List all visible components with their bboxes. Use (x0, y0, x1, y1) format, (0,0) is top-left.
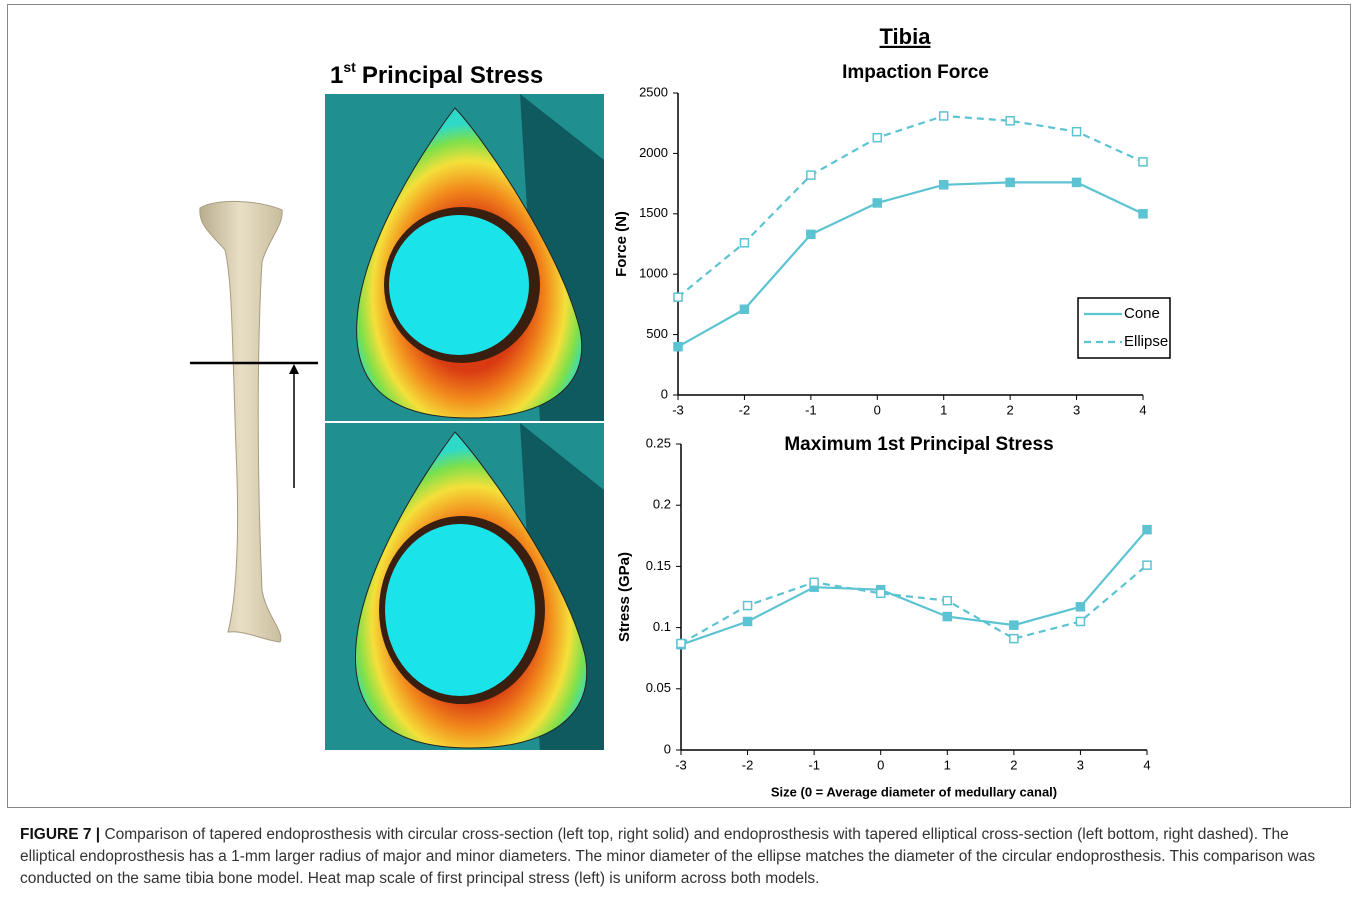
series-line (678, 182, 1143, 346)
data-point (1076, 603, 1084, 611)
chart-title: Maximum 1st Principal Stress (784, 434, 1053, 455)
x-tick-label: -3 (672, 402, 684, 417)
chart-title: Impaction Force (842, 62, 989, 83)
data-point (1006, 117, 1014, 125)
x-tick-label: -2 (742, 757, 754, 772)
x-tick-label: -3 (675, 757, 687, 772)
y-axis-label: Stress (GPa) (616, 552, 633, 642)
y-tick-label: 0.2 (653, 497, 671, 512)
series-line (681, 530, 1147, 645)
x-tick-label: 2 (1010, 757, 1017, 772)
data-point (873, 199, 881, 207)
y-tick-label: 0.25 (646, 435, 671, 450)
bone-model (200, 201, 282, 642)
arrow-head (289, 364, 299, 374)
y-tick-label: 1500 (639, 205, 668, 220)
data-point (1006, 178, 1014, 186)
x-tick-label: 1 (944, 757, 951, 772)
y-tick-label: 2500 (639, 84, 668, 99)
data-point (940, 112, 948, 120)
x-tick-label: 4 (1143, 757, 1150, 772)
x-tick-label: 3 (1077, 757, 1084, 772)
y-axis-label: Force (N) (613, 211, 630, 277)
data-point (674, 293, 682, 301)
y-tick-label: 500 (646, 326, 668, 341)
y-tick-label: 0.1 (653, 619, 671, 634)
y-tick-label: 0 (661, 386, 668, 401)
x-tick-label: 0 (874, 402, 881, 417)
y-tick-label: 0.05 (646, 680, 671, 695)
legend-label: Cone (1124, 305, 1160, 322)
data-point (1143, 526, 1151, 534)
x-tick-label: 1 (940, 402, 947, 417)
data-point (1073, 128, 1081, 136)
data-point (1139, 210, 1147, 218)
series-line (678, 116, 1143, 297)
data-point (877, 589, 885, 597)
heat-map-top (325, 94, 604, 421)
group-title: Tibia (880, 24, 932, 49)
figure-canvas: 1stPrincipal Stress Tibia Impaction Forc… (0, 0, 1358, 918)
caption-label: FIGURE 7 | (20, 826, 100, 843)
x-axis-label: Size (0 = Average diameter of medullary … (771, 784, 1057, 799)
x-tick-label: 3 (1073, 402, 1080, 417)
data-point (940, 181, 948, 189)
figure: 1stPrincipal Stress Tibia Impaction Forc… (0, 0, 1358, 918)
heat-map-bottom (325, 423, 604, 750)
data-point (740, 239, 748, 247)
data-point (677, 640, 685, 648)
data-point (943, 613, 951, 621)
data-point (810, 578, 818, 586)
y-tick-label: 1000 (639, 266, 668, 281)
data-point (1010, 635, 1018, 643)
y-tick-label: 0 (664, 741, 671, 756)
heading-superscript: st (343, 59, 356, 75)
data-point (873, 134, 881, 142)
data-point (1010, 621, 1018, 629)
x-tick-label: 0 (877, 757, 884, 772)
data-point (1139, 158, 1147, 166)
x-tick-label: -2 (739, 402, 751, 417)
heading-number: 1 (330, 62, 343, 89)
data-point (744, 617, 752, 625)
x-tick-label: 4 (1139, 402, 1146, 417)
data-point (740, 305, 748, 313)
data-point (807, 230, 815, 238)
data-point (943, 597, 951, 605)
heading-text: Principal Stress (362, 62, 543, 89)
y-tick-label: 2000 (639, 145, 668, 160)
x-tick-label: -1 (808, 757, 820, 772)
data-point (1076, 617, 1084, 625)
legend-label: Ellipse (1124, 333, 1168, 350)
data-point (674, 343, 682, 351)
data-point (807, 171, 815, 179)
x-tick-label: -1 (805, 402, 817, 417)
caption-text: Comparison of tapered endoprosthesis wit… (20, 826, 1315, 887)
data-point (1073, 178, 1081, 186)
heat-map-heading: 1st Principal Stress (330, 59, 543, 90)
x-tick-label: 2 (1007, 402, 1014, 417)
data-point (744, 602, 752, 610)
data-point (1143, 561, 1151, 569)
caption: FIGURE 7 | Comparison of tapered endopro… (20, 824, 1340, 890)
y-tick-label: 0.15 (646, 558, 671, 573)
